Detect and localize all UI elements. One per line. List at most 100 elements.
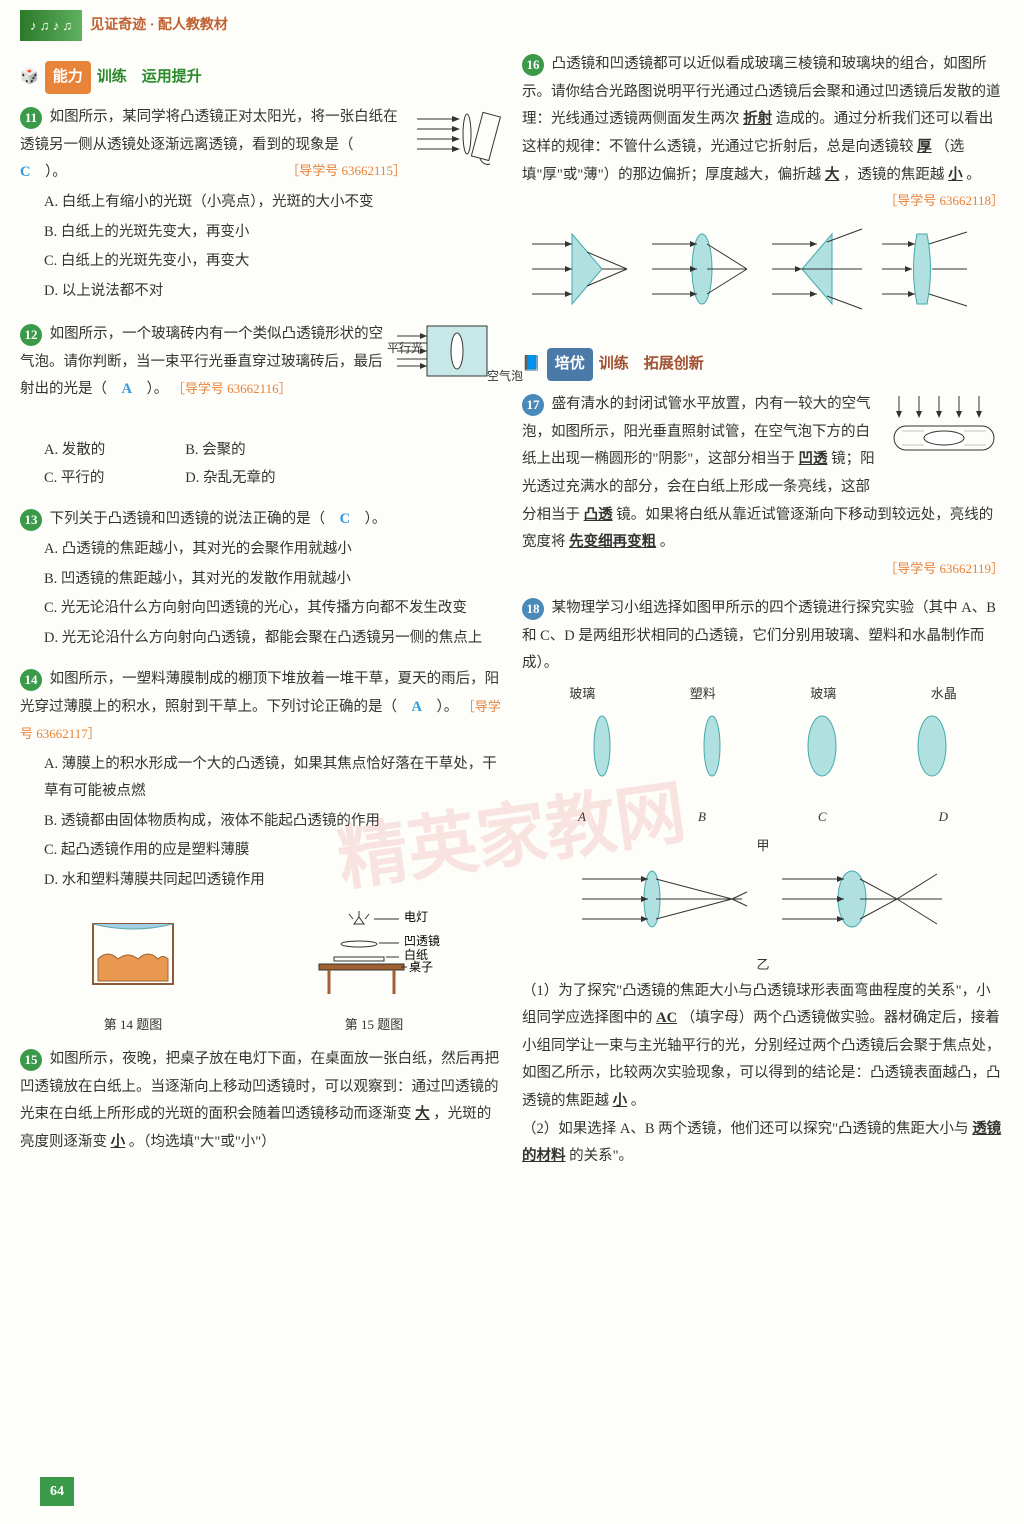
q18-part1-c: 。 <box>631 1093 646 1109</box>
title-ability: 训练 运用提升 <box>97 64 202 91</box>
q12-text-b: ）。 <box>132 381 168 397</box>
q17-ans3: 先变细再变粗 <box>569 534 656 550</box>
q13-choices: A. 凸透镜的焦距越小，其对光的会聚作用就越小 B. 凹透镜的焦距越小，其对光的… <box>20 536 502 652</box>
lens-label-0: 玻璃 <box>569 682 595 707</box>
q18-caption-jia: 甲 <box>522 834 1004 859</box>
lens-letter-0: A <box>578 805 586 830</box>
q11-choice-d: D. 以上说法都不对 <box>44 278 502 306</box>
q18-part1-ans: AC <box>656 1010 677 1026</box>
q11-answer: C <box>20 164 30 180</box>
qnum-11: 11 <box>20 107 42 129</box>
question-18: 18 某物理学习小组选择如图甲所示的四个透镜进行探究实验（其中 A、B 和 C、… <box>522 595 1004 1170</box>
q14-15-figures: 第 14 题图 电灯 凹透镜 白纸 桌子 <box>20 909 502 1036</box>
qnum-17: 17 <box>522 394 544 416</box>
q12-choice-c: C. 平行的 <box>44 465 105 493</box>
q12-fig-label-right: 空气泡 <box>487 365 597 388</box>
fig15-lens-label: 凹透镜 <box>404 933 440 948</box>
q12-choice-a: A. 发散的 <box>44 437 105 465</box>
q18-figure-jia <box>522 711 1004 802</box>
q13-choice-a: A. 凸透镜的焦距越小，其对光的会聚作用就越小 <box>44 536 502 564</box>
q14-choices: A. 薄膜上的积水形成一个大的凸透镜，如果其焦点恰好落在干草处，干草有可能被点燃… <box>20 751 502 895</box>
q18-text-a: 某物理学习小组选择如图甲所示的四个透镜进行探究实验（其中 A、B 和 C、D 是… <box>522 600 996 671</box>
q14-choice-c: C. 起凸透镜作用的应是塑料薄膜 <box>44 837 502 865</box>
q16-ref: ［导学号 63662118］ <box>884 189 1004 214</box>
q18-lens-labels: 玻璃 塑料 玻璃 水晶 <box>522 682 1004 707</box>
q18-part2-a: （2）如果选择 A、B 两个透镜，他们还可以探究"凸透镜的焦距大小与 <box>522 1121 969 1137</box>
fig15-table-label: 桌子 <box>409 960 433 974</box>
question-12: 平行光 空气泡 12 如图所示，一个玻璃砖内有一个类似凸透镜形状的空气泡。请你判… <box>20 321 502 492</box>
q13-choice-d: D. 光无论沿什么方向射向凸透镜，都能会聚在凸透镜另一侧的焦点上 <box>44 625 502 653</box>
q11-choices: A. 白纸上有缩小的光斑（小亮点），光斑的大小不变 B. 白纸上的光斑先变大，再… <box>20 189 502 305</box>
banner-text: 见证奇迹 · 配人教教材 <box>90 13 228 38</box>
q18-part1: （1）为了探究"凸透镜的焦距大小与凸透镜球形表面弯曲程度的关系"，小组同学应选择… <box>522 978 1004 1116</box>
question-15: 15 如图所示，夜晚，把桌子放在电灯下面，在桌面放一张白纸，然后再把凹透镜放在白… <box>20 1046 502 1156</box>
q17-ref: ［导学号 63662119］ <box>884 557 1004 582</box>
q11-ref: ［导学号 63662115］ <box>286 159 406 184</box>
q13-text-a: 下列关于凸透镜和凹透镜的说法正确的是（ <box>50 511 340 527</box>
top-banner: ♪ ♫ ♪ ♫ 见证奇迹 · 配人教教材 <box>20 10 1004 41</box>
qnum-12: 12 <box>20 324 42 346</box>
fig15-lamp-label: 电灯 <box>404 910 428 924</box>
fig-14: 第 14 题图 <box>73 909 193 1036</box>
banner-icons: ♪ ♫ ♪ ♫ <box>20 10 82 41</box>
q11-text-b: ）。 <box>30 164 66 180</box>
q16-ans4: 小 <box>948 167 963 183</box>
fig-15: 电灯 凹透镜 白纸 桌子 第 15 题图 <box>299 909 449 1036</box>
q12-ref: ［导学号 63662116］ <box>172 381 292 396</box>
q17-ans1: 凹透 <box>798 451 827 467</box>
lens-label-3: 水晶 <box>931 682 957 707</box>
fig14-caption: 第 14 题图 <box>73 1013 193 1036</box>
q15-text-c: 。（均选填"大"或"小"） <box>129 1134 276 1150</box>
q14-choice-b: B. 透镜都由固体物质构成，液体不能起凸透镜的作用 <box>44 808 502 836</box>
q11-choice-c: C. 白纸上的光斑先变小，再变大 <box>44 248 502 276</box>
q14-text-b: ）。 <box>422 699 458 715</box>
q11-text-a: 如图所示，某同学将凸透镜正对太阳光，将一张白纸在透镜另一侧从透镜处逐渐远离透镜，… <box>20 109 398 153</box>
q16-text-d: ，透镜的焦距越 <box>843 167 945 183</box>
question-11: 11 如图所示，某同学将凸透镜正对太阳光，将一张白纸在透镜另一侧从透镜处逐渐远离… <box>20 104 502 307</box>
q11-choice-b: B. 白纸上的光斑先变大，再变小 <box>44 219 502 247</box>
q12-choice-d: D. 杂乱无章的 <box>185 465 275 493</box>
dice-icon: 🎲 <box>20 64 39 91</box>
page-number: 64 <box>40 1477 74 1506</box>
q12-choices: A. 发散的 C. 平行的 B. 会聚的 D. 杂乱无章的 <box>20 437 502 492</box>
q16-ans2: 厚 <box>917 139 932 155</box>
question-17: 17 盛有清水的封闭试管水平放置，内有一较大的空气泡，如图所示，阳光垂直照射试管… <box>522 391 1004 581</box>
q16-figure <box>522 214 1004 335</box>
q18-part2-b: 的关系"。 <box>569 1148 633 1164</box>
q11-figure <box>412 104 502 185</box>
lens-label-2: 玻璃 <box>810 682 836 707</box>
q14-answer: A <box>412 699 422 715</box>
question-16: 16 凸透镜和凹透镜都可以近似看成玻璃三棱镜和玻璃块的组合，如图所示。请你结合光… <box>522 51 1004 334</box>
q13-text-b: ）。 <box>350 511 386 527</box>
q14-choice-d: D. 水和塑料薄膜共同起凹透镜作用 <box>44 867 502 895</box>
q16-text-e: 。 <box>966 167 981 183</box>
q14-choice-a: A. 薄膜上的积水形成一个大的凸透镜，如果其焦点恰好落在干草处，干草有可能被点燃 <box>44 751 502 806</box>
q13-answer: C <box>340 511 350 527</box>
q12-fig-label-left: 平行光 <box>387 337 497 360</box>
qnum-13: 13 <box>20 509 42 531</box>
q13-choice-b: B. 凹透镜的焦距越小，其对光的发散作用就越小 <box>44 566 502 594</box>
q17-figure <box>884 391 1004 482</box>
q12-choice-b: B. 会聚的 <box>185 437 275 465</box>
q17-text-d: 。 <box>660 534 675 550</box>
q15-ans2: 小 <box>111 1134 126 1150</box>
lens-letter-2: C <box>818 805 827 830</box>
left-column: 🎲 能力 训练 运用提升 <box>20 51 502 1184</box>
badge-ability: 能力 <box>45 61 91 94</box>
q15-ans1: 大 <box>415 1106 430 1122</box>
section-ability-header: 🎲 能力 训练 运用提升 <box>20 61 502 94</box>
q18-figure-yi <box>522 859 1004 950</box>
q12-figure: 平行光 空气泡 <box>392 321 502 437</box>
q16-ans3: 大 <box>825 167 840 183</box>
right-column: 16 凸透镜和凹透镜都可以近似看成玻璃三棱镜和玻璃块的组合，如图所示。请你结合光… <box>522 51 1004 1184</box>
q17-ans2: 凸透 <box>584 507 613 523</box>
lens-letter-3: D <box>939 805 948 830</box>
lens-letter-1: B <box>698 805 706 830</box>
q13-choice-c: C. 光无论沿什么方向射向凹透镜的光心，其传播方向都不发生改变 <box>44 595 502 623</box>
q11-choice-a: A. 白纸上有缩小的光斑（小亮点），光斑的大小不变 <box>44 189 502 217</box>
q18-lens-letters: A B C D <box>522 805 1004 830</box>
fig15-caption: 第 15 题图 <box>299 1013 449 1036</box>
qnum-15: 15 <box>20 1049 42 1071</box>
q18-part1-ans2: 小 <box>613 1093 628 1109</box>
title-excel: 训练 拓展创新 <box>599 351 704 378</box>
